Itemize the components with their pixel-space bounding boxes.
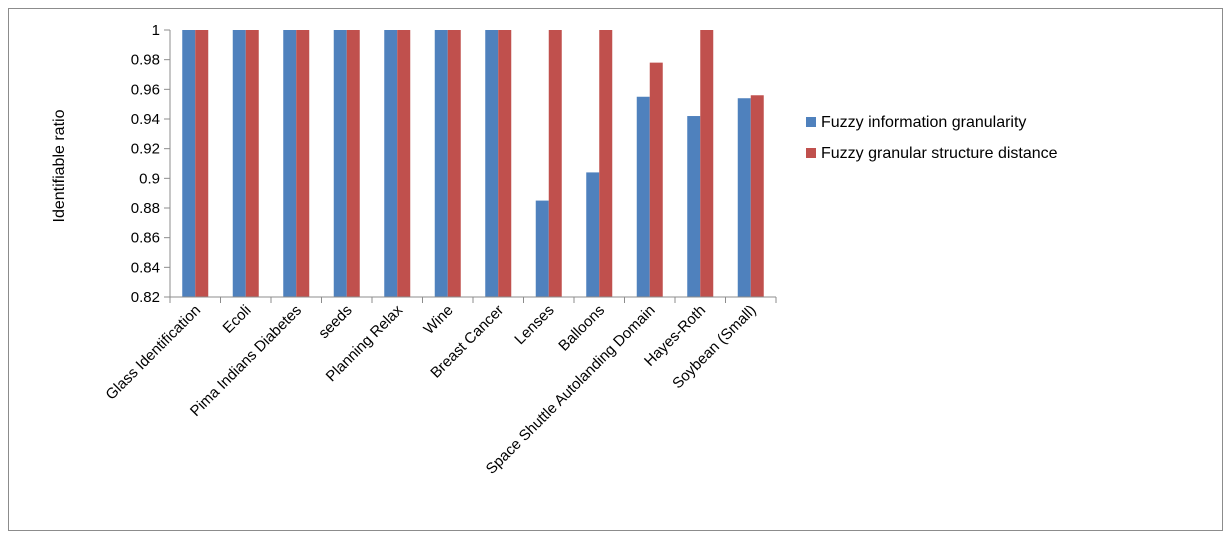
bar-structure-distance xyxy=(700,30,714,297)
x-category-label: Glass Identification xyxy=(102,302,204,404)
bar-info-granularity xyxy=(283,30,297,297)
bar-info-granularity xyxy=(535,200,549,297)
x-category-label: seeds xyxy=(315,302,355,342)
bar-structure-distance xyxy=(750,95,764,298)
bar-info-granularity xyxy=(434,30,448,297)
x-category-label: Lenses xyxy=(511,302,557,348)
y-tick-label: 0.86 xyxy=(131,230,160,247)
bar-info-granularity xyxy=(384,30,398,297)
bar-structure-distance xyxy=(548,30,562,297)
x-category-label: Ecoli xyxy=(220,302,255,337)
chart-frame xyxy=(8,8,1223,531)
bar-structure-distance xyxy=(649,62,663,298)
legend-swatch xyxy=(806,148,816,158)
y-tick-label: 0.9 xyxy=(139,170,160,187)
bar-structure-distance xyxy=(498,30,512,297)
y-axis-title: Identifiable ratio xyxy=(51,109,68,222)
y-tick-label: 0.82 xyxy=(131,289,160,306)
y-tick-label: 0.92 xyxy=(131,141,160,158)
bar-info-granularity xyxy=(485,30,499,297)
y-tick-label: 1 xyxy=(152,22,160,39)
bar-info-granularity xyxy=(687,116,701,298)
bar-structure-distance xyxy=(397,30,411,297)
bar-info-granularity xyxy=(636,96,650,297)
bar-structure-distance xyxy=(346,30,360,297)
bar-structure-distance xyxy=(195,30,209,297)
y-tick-label: 0.98 xyxy=(131,52,160,69)
y-tick-label: 0.84 xyxy=(131,259,160,276)
y-tick-label: 0.94 xyxy=(131,111,160,128)
bar-info-granularity xyxy=(182,30,196,297)
x-category-label: Balloons xyxy=(555,302,608,355)
x-category-label: Wine xyxy=(420,302,456,338)
bar-structure-distance xyxy=(599,30,613,297)
bar-info-granularity xyxy=(232,30,246,297)
y-tick-label: 0.96 xyxy=(131,81,160,98)
bar-structure-distance xyxy=(245,30,259,297)
bar-structure-distance xyxy=(447,30,461,297)
legend-swatch xyxy=(806,117,816,127)
bar-structure-distance xyxy=(296,30,310,297)
legend-label: Fuzzy granular structure distance xyxy=(821,145,1058,162)
bar-info-granularity xyxy=(333,30,347,297)
y-tick-label: 0.88 xyxy=(131,200,160,217)
bar-info-granularity xyxy=(737,98,751,297)
legend-label: Fuzzy information granularity xyxy=(821,114,1026,131)
bar-info-granularity xyxy=(586,172,600,297)
